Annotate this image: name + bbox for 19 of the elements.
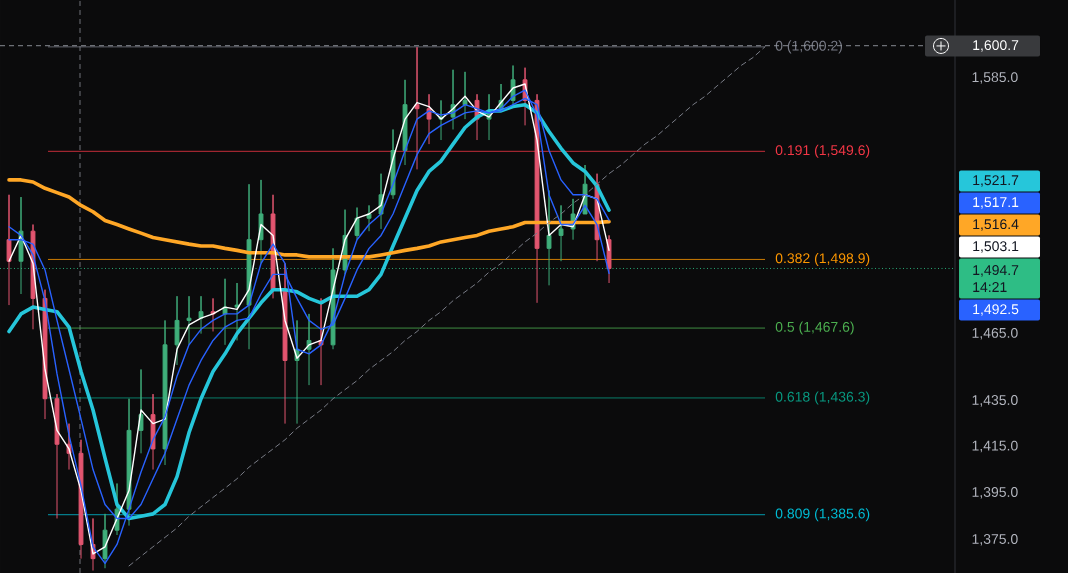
- y-tick-label: 1,395.0: [972, 487, 1018, 499]
- text: 1,521.7: [973, 175, 1019, 187]
- text: 1,516.4: [973, 219, 1019, 231]
- text: 1,517.1: [973, 197, 1019, 209]
- y-tick-label: 1,435.0: [972, 395, 1018, 407]
- ref-line-label: 0.382 (1,498.9): [775, 252, 870, 266]
- ref-line-label: 1,494.7 14:21: [973, 265, 1019, 292]
- ref-line-label: 0 (1,600.2): [775, 40, 843, 54]
- y-tick-label: 1,415.0: [972, 440, 1018, 453]
- text: 1,492.5: [973, 304, 1019, 316]
- y-tick-label: 1,465.0: [972, 327, 1018, 340]
- ref-line-label: 0.191 (1,549.6): [775, 144, 870, 158]
- ref-line-label: 0.5 (1,467.6): [775, 321, 854, 335]
- text: 1,503.1: [973, 241, 1019, 253]
- y-tick-label: 1,585.0: [972, 72, 1018, 84]
- ref-line-label: 1,600.7: [973, 40, 1019, 52]
- ref-line-label: 0.809 (1,385.6): [775, 508, 870, 522]
- y-tick-label: 1,375.0: [972, 534, 1018, 546]
- ref-line-label: 0.618 (1,436.3): [775, 391, 870, 405]
